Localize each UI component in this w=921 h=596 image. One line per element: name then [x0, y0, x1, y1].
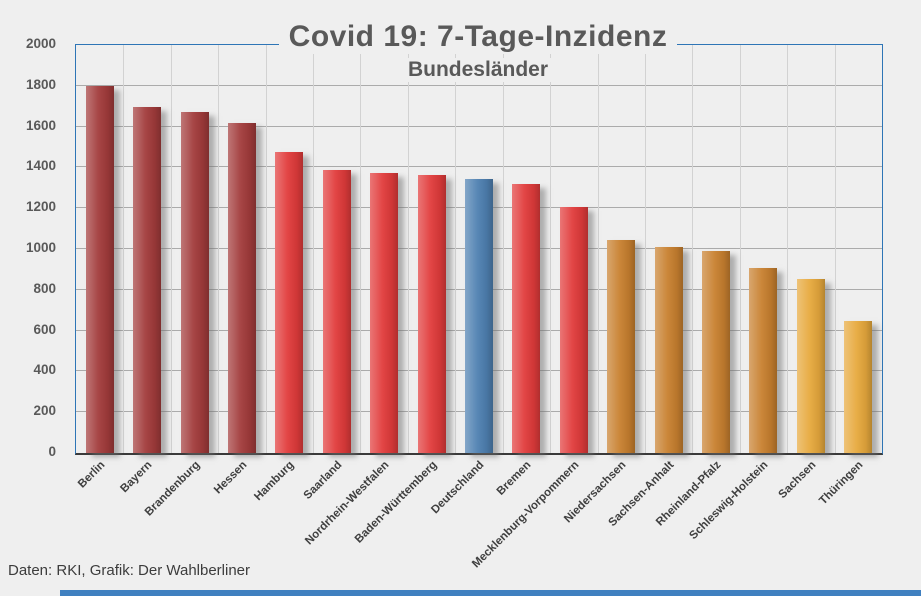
bar-baden-w-rttemberg: [417, 174, 446, 453]
y-tick-label: 1800: [25, 76, 56, 92]
y-tick-label: 400: [33, 362, 56, 378]
gridline-vertical: [455, 45, 457, 453]
bar-bremen: [512, 183, 541, 453]
gridline-vertical: [502, 45, 504, 453]
bar-hamburg: [275, 152, 304, 453]
gridline-vertical: [313, 45, 315, 453]
gridline-vertical: [692, 45, 694, 453]
y-tick-label: 1200: [25, 199, 56, 215]
y-tick-label: 800: [33, 280, 56, 296]
gridline-vertical: [739, 45, 741, 453]
gridline-horizontal: [76, 84, 882, 86]
y-axis: 0 200 400 600 800 1000 1200 1400 1600 1800 2000: [0, 36, 64, 459]
bar-th-ringen: [844, 321, 873, 453]
bar-schleswig-holstein: [749, 268, 778, 453]
bar-niedersachsen: [607, 239, 636, 453]
gridline-vertical: [218, 45, 220, 453]
gridline-vertical: [123, 45, 125, 453]
bar-deutschland: [465, 178, 493, 453]
y-tick-label: 2000: [25, 36, 56, 51]
bar-rheinland-pfalz: [702, 251, 731, 453]
gridline-vertical: [550, 45, 552, 453]
bar-berlin: [85, 85, 114, 453]
y-tick-label: 1600: [25, 117, 56, 133]
bar-brandenburg: [180, 112, 209, 453]
gridline-horizontal: [76, 166, 882, 168]
gridline-vertical: [644, 45, 646, 453]
bar-sachsen: [796, 278, 825, 453]
y-tick-label: 1000: [25, 240, 56, 255]
bar-bayern: [133, 107, 162, 453]
source-credit: Daten: RKI, Grafik: Der Wahlberliner: [8, 562, 251, 579]
gridline-vertical: [787, 45, 789, 453]
y-tick-label: 600: [33, 321, 56, 337]
bar-hessen: [227, 122, 256, 453]
gridline-vertical: [597, 45, 599, 453]
gridline-vertical: [265, 45, 267, 453]
bar-saarland: [322, 170, 351, 453]
plot-area: [75, 44, 883, 455]
bar-nordrhein-westfalen: [370, 172, 399, 453]
gridline-vertical: [834, 45, 836, 453]
gridline-horizontal: [76, 125, 882, 127]
y-tick-label: 1400: [25, 158, 56, 174]
y-tick-label: 200: [33, 403, 56, 419]
gridline-vertical: [407, 45, 409, 453]
bar-sachsen-anhalt: [654, 246, 683, 453]
bottom-accent-bar: [60, 590, 921, 596]
bar-mecklenburg-vorpommern: [559, 207, 588, 453]
y-tick-label: 0: [48, 444, 56, 459]
gridline-vertical: [360, 45, 362, 453]
gridline-vertical: [170, 45, 172, 453]
